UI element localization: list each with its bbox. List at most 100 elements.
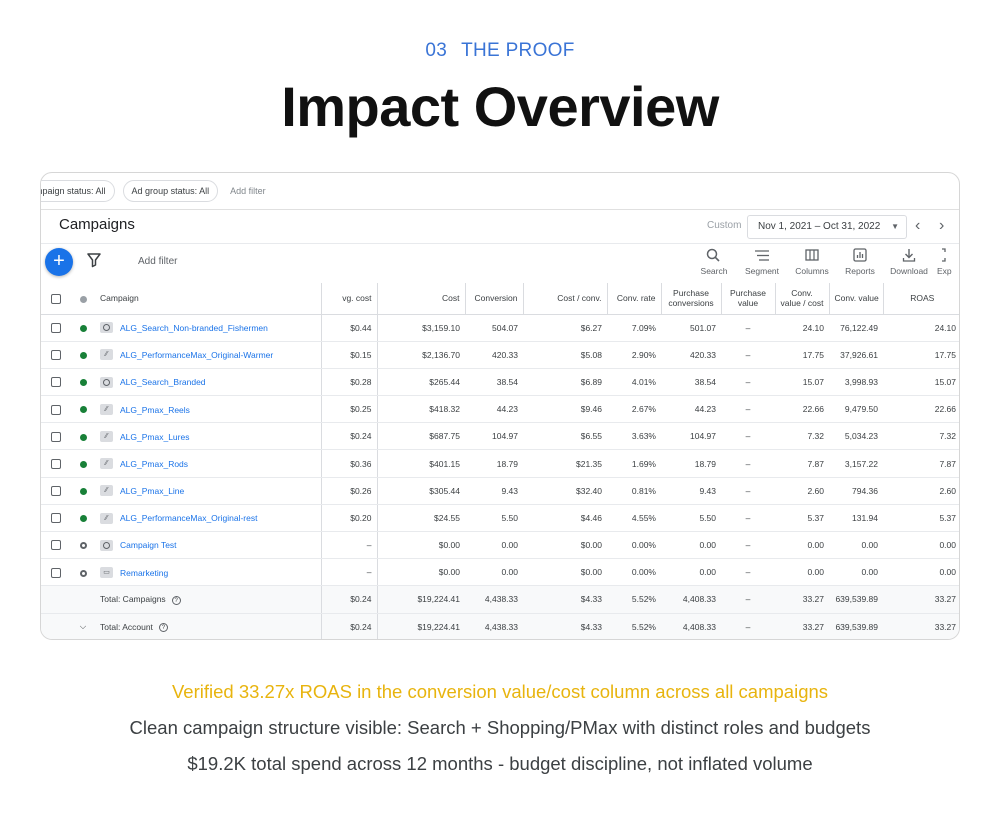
row-checkbox[interactable] bbox=[41, 395, 71, 424]
toolbar-add-filter[interactable]: Add filter bbox=[138, 256, 178, 267]
col-header-conv-value-per-cost[interactable]: Conv. value / cost bbox=[775, 283, 830, 315]
segment-tool[interactable]: Segment bbox=[737, 247, 787, 277]
total-conv-rate: 5.52% bbox=[607, 613, 661, 639]
cell-conversions: 104.97 bbox=[465, 422, 523, 451]
campaign-name-link[interactable]: ALG_PerformanceMax_Original-Warmer bbox=[120, 349, 274, 360]
cell-conv-rate: 4.01% bbox=[607, 368, 661, 397]
status-cell[interactable] bbox=[71, 504, 95, 533]
col-header-cost[interactable]: Cost bbox=[377, 283, 466, 315]
row-checkbox[interactable] bbox=[41, 531, 71, 560]
campaign-name-link[interactable]: ALG_Pmax_Lures bbox=[120, 431, 190, 442]
col-header-conv-rate[interactable]: Conv. rate bbox=[607, 283, 662, 315]
status-cell[interactable] bbox=[71, 531, 95, 560]
row-checkbox[interactable] bbox=[41, 477, 71, 505]
cell-purchase-conversions: 0.00 bbox=[661, 558, 721, 587]
row-checkbox[interactable] bbox=[41, 449, 71, 478]
cell-conversions: 9.43 bbox=[465, 477, 523, 505]
table-row[interactable]: ⁄⁄ ALG_Pmax_Rods $0.36 $401.15 18.79 $21.35 1.… bbox=[41, 449, 959, 478]
performance-max-icon: ⁄⁄ bbox=[100, 458, 113, 470]
help-icon[interactable]: ? bbox=[171, 595, 181, 605]
select-all-checkbox[interactable] bbox=[41, 283, 71, 315]
cell-roas: 5.37 bbox=[883, 504, 959, 533]
row-checkbox[interactable] bbox=[41, 314, 71, 342]
row-checkbox[interactable] bbox=[41, 558, 71, 587]
total-purchase-conversions: 4,408.33 bbox=[661, 585, 721, 614]
row-checkbox[interactable] bbox=[41, 368, 71, 397]
table-row[interactable]: ⁄⁄ ALG_Pmax_Lures $0.24 $687.75 104.97 $6.55 3… bbox=[41, 422, 959, 451]
total-spacer bbox=[41, 613, 71, 639]
status-cell[interactable] bbox=[71, 368, 95, 397]
panel-header: Campaigns Custom Nov 1, 2021 – Oct 31, 2… bbox=[41, 210, 959, 244]
col-header-campaign[interactable]: Campaign bbox=[95, 283, 322, 315]
status-cell[interactable] bbox=[71, 341, 95, 369]
campaign-name-link[interactable]: ALG_Pmax_Line bbox=[120, 485, 185, 496]
display-campaign-icon: ▭ bbox=[100, 566, 113, 578]
columns-icon bbox=[805, 249, 819, 261]
cell-cost-per-conv: $6.89 bbox=[523, 368, 607, 397]
table-row[interactable]: ⁄⁄ ALG_Pmax_Line $0.26 $305.44 9.43 $32.40 0.8… bbox=[41, 477, 959, 505]
campaign-cell: ⁄⁄ ALG_Pmax_Rods bbox=[95, 449, 322, 478]
table-row[interactable]: ▭ Remarketing – $0.00 0.00 $0.00 0.00% 0.00–0.0… bbox=[41, 558, 959, 587]
row-checkbox[interactable] bbox=[41, 422, 71, 451]
cell-avg-cost: $0.26 bbox=[321, 477, 378, 505]
table-row[interactable]: ALG_Search_Non-branded_Fishermen $0.44 $3,… bbox=[41, 314, 959, 342]
help-icon[interactable]: ? bbox=[158, 622, 168, 632]
campaign-name-link[interactable]: Remarketing bbox=[120, 567, 169, 578]
columns-tool[interactable]: Columns bbox=[787, 247, 837, 277]
status-cell[interactable] bbox=[71, 314, 95, 342]
chevron-left-icon[interactable]: ‹ bbox=[915, 217, 921, 234]
campaign-status-filter[interactable]: mpaign status: All bbox=[41, 180, 115, 202]
campaign-name-link[interactable]: ALG_PerformanceMax_Original-rest bbox=[120, 513, 258, 524]
segment-tool-label: Segment bbox=[744, 266, 780, 276]
cell-purchase-value: – bbox=[721, 558, 775, 587]
status-cell[interactable] bbox=[71, 395, 95, 424]
campaign-name-link[interactable]: ALG_Pmax_Reels bbox=[120, 404, 190, 415]
total-spacer bbox=[41, 585, 71, 614]
col-header-purchase-conversions[interactable]: Purchase conversions bbox=[661, 283, 722, 315]
cell-roas: 17.75 bbox=[883, 341, 959, 369]
search-tool[interactable]: Search bbox=[689, 247, 739, 277]
col-header-conv-value[interactable]: Conv. value bbox=[829, 283, 884, 315]
col-header-roas[interactable]: ROAS bbox=[883, 283, 959, 315]
campaign-name-link[interactable]: ALG_Search_Non-branded_Fishermen bbox=[120, 322, 268, 333]
chevron-right-icon[interactable]: › bbox=[939, 217, 945, 234]
date-range-select[interactable]: Nov 1, 2021 – Oct 31, 2022 ▼ bbox=[747, 215, 907, 239]
download-tool[interactable]: Download bbox=[884, 247, 934, 277]
col-header-conversions[interactable]: Conversion bbox=[465, 283, 524, 315]
status-enabled-icon bbox=[79, 324, 87, 332]
row-checkbox[interactable] bbox=[41, 504, 71, 533]
col-header-purchase-value[interactable]: Purchase value bbox=[721, 283, 776, 315]
table-row[interactable]: ⁄⁄ ALG_PerformanceMax_Original-rest $0.20 $… bbox=[41, 504, 959, 533]
campaign-name-link[interactable]: ALG_Pmax_Rods bbox=[120, 458, 189, 469]
add-filter-link[interactable]: Add filter bbox=[230, 186, 266, 196]
caption-spend: $19.2K total spend across 12 months - bu… bbox=[187, 753, 813, 774]
expand-chevron-icon[interactable]: ⌵ bbox=[71, 613, 95, 639]
download-icon bbox=[902, 249, 916, 262]
table-row[interactable]: ⁄⁄ ALG_PerformanceMax_Original-Warmer $0.1… bbox=[41, 341, 959, 369]
status-header bbox=[71, 283, 95, 315]
row-checkbox[interactable] bbox=[41, 341, 71, 369]
status-cell[interactable] bbox=[71, 422, 95, 451]
campaign-name-link[interactable]: ALG_Search_Branded bbox=[120, 377, 206, 388]
cell-conv-value-per-cost: 5.37 bbox=[775, 504, 829, 533]
cell-purchase-value: – bbox=[721, 504, 775, 533]
expand-tool[interactable]: Exp bbox=[929, 247, 959, 277]
col-header-avg-cost[interactable]: vg. cost bbox=[321, 283, 378, 315]
status-cell[interactable] bbox=[71, 477, 95, 505]
cell-conv-value: 0.00 bbox=[829, 558, 883, 587]
cell-purchase-conversions: 501.07 bbox=[661, 314, 721, 342]
ad-group-status-filter[interactable]: Ad group status: All bbox=[122, 180, 219, 202]
filter-icon[interactable] bbox=[87, 252, 101, 268]
cell-purchase-value: – bbox=[721, 368, 775, 397]
status-enabled-icon bbox=[79, 460, 87, 468]
col-header-cost-per-conv[interactable]: Cost / conv. bbox=[523, 283, 608, 315]
campaign-name-link[interactable]: Campaign Test bbox=[120, 540, 177, 551]
table-row[interactable]: ALG_Search_Branded $0.28 $265.44 38.54 $6.89… bbox=[41, 368, 959, 397]
status-cell[interactable] bbox=[71, 558, 95, 587]
cell-purchase-value: – bbox=[721, 395, 775, 424]
status-cell[interactable] bbox=[71, 449, 95, 478]
table-row[interactable]: Campaign Test – $0.00 0.00 $0.00 0.00% 0.00–0.… bbox=[41, 531, 959, 560]
table-row[interactable]: ⁄⁄ ALG_Pmax_Reels $0.25 $418.32 44.23 $9.46 2.… bbox=[41, 395, 959, 424]
reports-tool[interactable]: Reports bbox=[835, 247, 885, 277]
add-campaign-button[interactable]: + bbox=[45, 248, 73, 276]
